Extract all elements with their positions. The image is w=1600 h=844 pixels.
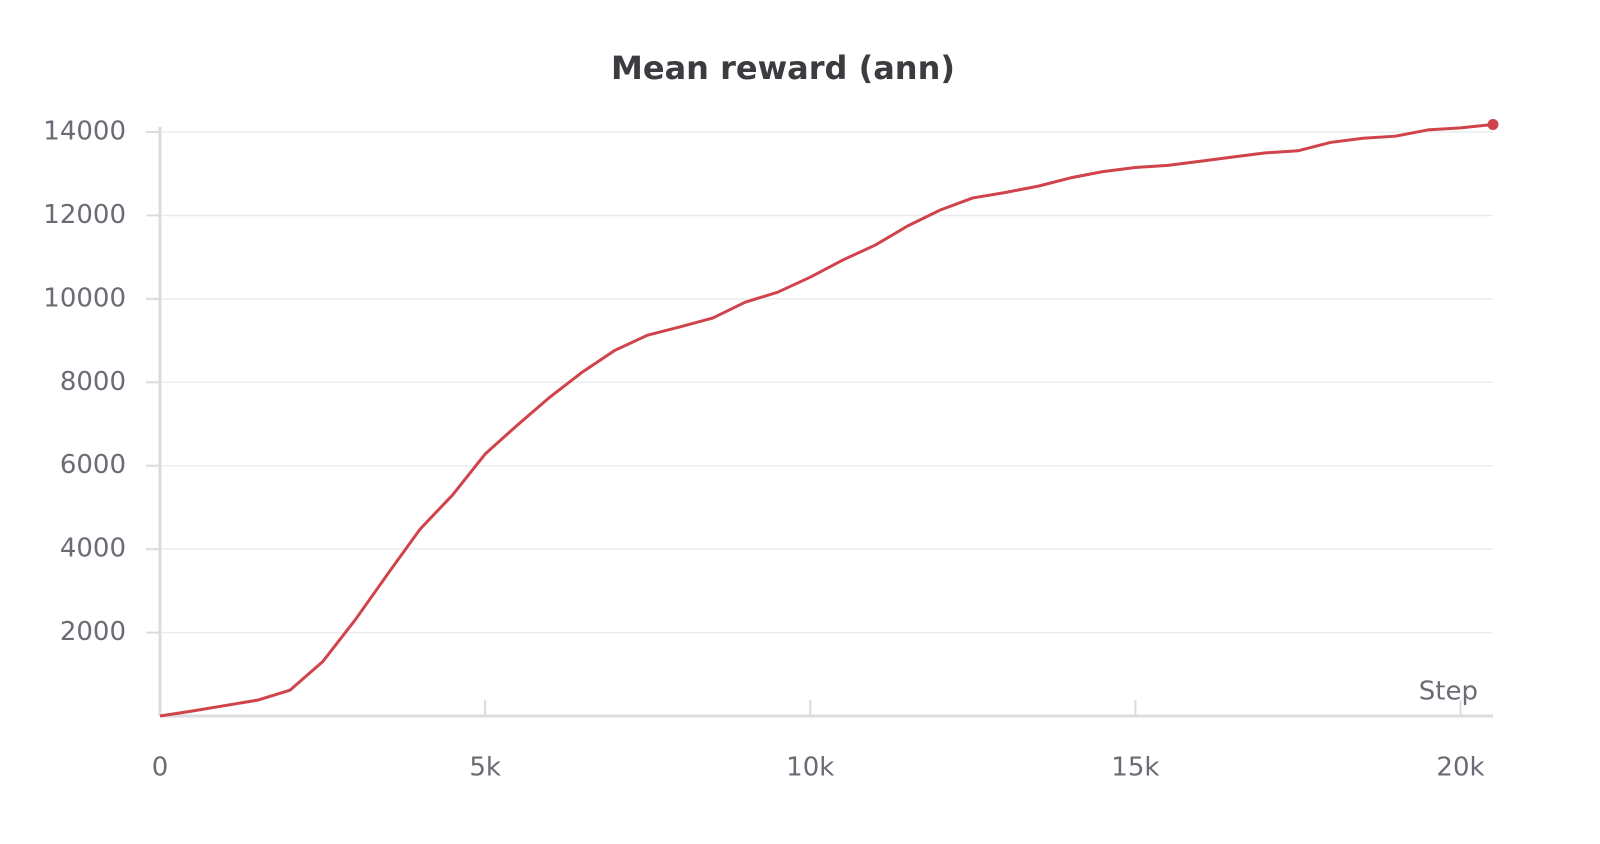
x-tick-label: 20k — [1436, 753, 1484, 783]
y-tick-label: 6000 — [60, 450, 126, 480]
y-tick-label: 8000 — [60, 367, 126, 397]
y-tick-label: 2000 — [60, 617, 126, 647]
y-tick-label: 4000 — [60, 534, 126, 564]
chart-title: Mean reward (ann) — [611, 49, 955, 87]
line — [159, 123, 1494, 718]
end-point — [1487, 119, 1499, 131]
x-tick-label: 5k — [469, 753, 501, 783]
y-tick-label: 14000 — [43, 117, 126, 147]
x-tick-label: 0 — [152, 753, 169, 783]
x-axis-label: Step — [1419, 677, 1478, 707]
y-tick-label: 10000 — [43, 283, 126, 313]
y-tick-label: 12000 — [43, 200, 126, 230]
x-tick-label: 10k — [786, 753, 834, 783]
x-tick-label: 15k — [1111, 753, 1159, 783]
